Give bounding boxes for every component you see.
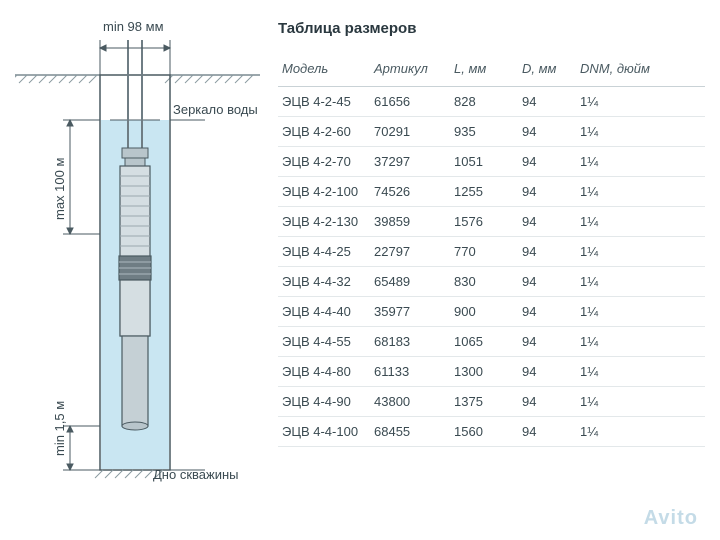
table-cell: ЭЦВ 4-2-100 <box>278 177 370 207</box>
watermark: Avito <box>644 507 698 530</box>
table-cell: 74526 <box>370 177 450 207</box>
table-title: Таблица размеров <box>278 20 705 37</box>
label-depth: max 100 м <box>52 158 67 220</box>
table-cell: 1¼ <box>576 237 705 267</box>
table-cell: 22797 <box>370 237 450 267</box>
table-cell: 1¼ <box>576 117 705 147</box>
table-cell: 1¼ <box>576 267 705 297</box>
table-row: ЭЦВ 4-4-2522797770941¼ <box>278 237 705 267</box>
table-cell: 1¼ <box>576 177 705 207</box>
table-cell: 1¼ <box>576 417 705 447</box>
label-bottom: Дно скважины <box>153 467 238 482</box>
table-row: ЭЦВ 4-4-4035977900941¼ <box>278 297 705 327</box>
label-water: Зеркало воды <box>173 102 258 117</box>
table-cell: 1065 <box>450 327 518 357</box>
table-cell: 1¼ <box>576 357 705 387</box>
table-cell: 94 <box>518 177 576 207</box>
table-row: ЭЦВ 4-4-3265489830941¼ <box>278 267 705 297</box>
table-cell: ЭЦВ 4-4-80 <box>278 357 370 387</box>
table-cell: 1¼ <box>576 87 705 117</box>
label-top-width: min 98 мм <box>103 19 164 34</box>
table-row: ЭЦВ 4-4-90438001375941¼ <box>278 387 705 417</box>
table-cell: ЭЦВ 4-4-55 <box>278 327 370 357</box>
col-article: Артикул <box>370 53 450 87</box>
table-cell: 39859 <box>370 207 450 237</box>
table-cell: 68183 <box>370 327 450 357</box>
table-cell: ЭЦВ 4-2-60 <box>278 117 370 147</box>
table-cell: ЭЦВ 4-4-40 <box>278 297 370 327</box>
table-row: ЭЦВ 4-2-4561656828941¼ <box>278 87 705 117</box>
table-cell: 65489 <box>370 267 450 297</box>
table-row: ЭЦВ 4-4-55681831065941¼ <box>278 327 705 357</box>
table-cell: 94 <box>518 417 576 447</box>
table-cell: 94 <box>518 327 576 357</box>
table-cell: 43800 <box>370 387 450 417</box>
table-cell: 770 <box>450 237 518 267</box>
table-cell: ЭЦВ 4-4-100 <box>278 417 370 447</box>
size-table-section: Таблица размеров Модель Артикул L, мм D,… <box>260 20 705 500</box>
table-cell: 1¼ <box>576 327 705 357</box>
table-cell: 1¼ <box>576 147 705 177</box>
table-cell: 37297 <box>370 147 450 177</box>
table-cell: 94 <box>518 237 576 267</box>
col-model: Модель <box>278 53 370 87</box>
table-cell: 70291 <box>370 117 450 147</box>
table-cell: 94 <box>518 297 576 327</box>
table-cell: ЭЦВ 4-2-45 <box>278 87 370 117</box>
table-cell: 1255 <box>450 177 518 207</box>
table-cell: 830 <box>450 267 518 297</box>
table-header-row: Модель Артикул L, мм D, мм DNM, дюйм <box>278 53 705 87</box>
label-bottom-gap: min 1,5 м <box>52 401 67 456</box>
table-cell: 94 <box>518 147 576 177</box>
table-cell: 94 <box>518 267 576 297</box>
col-dnm: DNM, дюйм <box>576 53 705 87</box>
table-cell: ЭЦВ 4-2-70 <box>278 147 370 177</box>
table-row: ЭЦВ 4-2-130398591576941¼ <box>278 207 705 237</box>
table-row: ЭЦВ 4-4-100684551560941¼ <box>278 417 705 447</box>
size-table: Модель Артикул L, мм D, мм DNM, дюйм ЭЦВ… <box>278 53 705 447</box>
table-row: ЭЦВ 4-2-6070291935941¼ <box>278 117 705 147</box>
table-cell: 1560 <box>450 417 518 447</box>
table-cell: ЭЦВ 4-4-32 <box>278 267 370 297</box>
table-cell: 1¼ <box>576 387 705 417</box>
table-cell: 828 <box>450 87 518 117</box>
table-cell: 94 <box>518 87 576 117</box>
table-row: ЭЦВ 4-4-80611331300941¼ <box>278 357 705 387</box>
table-cell: 1¼ <box>576 207 705 237</box>
table-cell: 1375 <box>450 387 518 417</box>
table-row: ЭЦВ 4-2-70372971051941¼ <box>278 147 705 177</box>
table-cell: 68455 <box>370 417 450 447</box>
table-cell: 900 <box>450 297 518 327</box>
table-cell: 94 <box>518 357 576 387</box>
table-cell: 1051 <box>450 147 518 177</box>
table-cell: 94 <box>518 207 576 237</box>
col-length: L, мм <box>450 53 518 87</box>
table-cell: 94 <box>518 117 576 147</box>
table-cell: ЭЦВ 4-4-25 <box>278 237 370 267</box>
col-diam: D, мм <box>518 53 576 87</box>
table-cell: 94 <box>518 387 576 417</box>
table-cell: 1¼ <box>576 297 705 327</box>
well-diagram: min 98 мм Зеркало воды max 100 м min 1,5… <box>15 20 260 500</box>
table-cell: ЭЦВ 4-4-90 <box>278 387 370 417</box>
table-cell: 1576 <box>450 207 518 237</box>
table-cell: 61133 <box>370 357 450 387</box>
table-row: ЭЦВ 4-2-100745261255941¼ <box>278 177 705 207</box>
table-cell: 35977 <box>370 297 450 327</box>
table-cell: 1300 <box>450 357 518 387</box>
table-cell: ЭЦВ 4-2-130 <box>278 207 370 237</box>
table-cell: 61656 <box>370 87 450 117</box>
table-cell: 935 <box>450 117 518 147</box>
